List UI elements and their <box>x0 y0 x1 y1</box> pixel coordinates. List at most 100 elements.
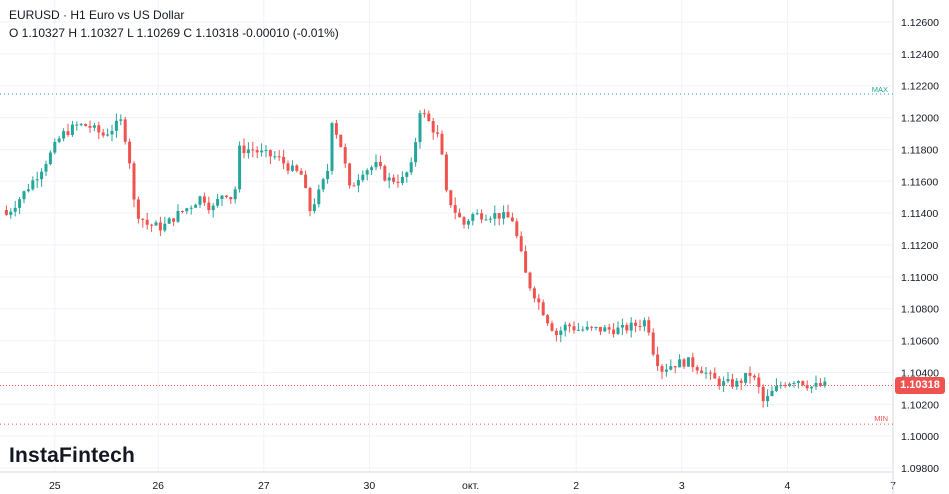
candle <box>26 183 30 193</box>
candle-body <box>286 163 290 171</box>
candle <box>678 354 682 368</box>
candle <box>343 143 347 168</box>
candle <box>211 202 215 218</box>
candle-body <box>528 272 532 289</box>
candle <box>216 193 220 208</box>
candle-body <box>70 124 74 136</box>
candle-body <box>484 219 488 221</box>
candle <box>35 171 39 188</box>
candle-body <box>282 156 286 164</box>
candle <box>277 150 281 161</box>
candle <box>730 373 734 390</box>
candle-body <box>440 133 444 155</box>
candle-body <box>141 218 145 220</box>
candle-body <box>629 322 633 331</box>
candle-body <box>62 131 66 139</box>
candle <box>312 198 316 214</box>
y-tick-label: 1.11800 <box>901 144 938 156</box>
candle <box>449 189 453 208</box>
candle <box>673 366 677 374</box>
candle <box>563 321 567 337</box>
chart-legend: EURUSD · H1 Euro vs US Dollar O 1.10327 … <box>9 6 339 42</box>
candle-body <box>211 205 215 211</box>
candle-body <box>673 366 677 368</box>
candle-body <box>691 357 695 368</box>
candle-body <box>739 380 743 383</box>
candle <box>568 322 572 333</box>
candle <box>554 328 558 342</box>
candle <box>299 168 303 175</box>
candle <box>510 212 514 222</box>
candle <box>101 128 105 138</box>
candle-body <box>101 132 105 136</box>
candle <box>361 170 365 183</box>
candle-body <box>774 386 778 391</box>
candle-body <box>229 197 233 200</box>
candle-body <box>726 379 730 382</box>
candle-body <box>752 375 756 378</box>
candle <box>238 141 242 193</box>
candle <box>436 125 440 138</box>
candle-body <box>532 288 536 299</box>
candle <box>163 216 167 233</box>
candle <box>656 346 660 372</box>
candle-body <box>757 377 761 387</box>
candle <box>88 120 92 133</box>
candle <box>158 216 162 236</box>
candle-body <box>40 171 44 180</box>
candle-body <box>801 381 805 386</box>
candle <box>620 318 624 335</box>
x-tick-label: 30 <box>364 480 376 492</box>
candle <box>590 325 594 331</box>
candle-body <box>682 359 686 367</box>
candle-body <box>647 320 651 333</box>
candle <box>150 223 154 232</box>
candle-body <box>114 120 118 131</box>
candle-body <box>383 166 387 181</box>
candle-body <box>669 366 673 370</box>
candle-body <box>642 320 646 327</box>
candle-body <box>814 383 818 387</box>
candle <box>704 367 708 379</box>
candle <box>198 195 202 209</box>
candle <box>370 165 374 176</box>
candle <box>321 177 325 193</box>
candle <box>295 164 299 173</box>
candle <box>180 210 184 214</box>
candle-body <box>488 218 492 220</box>
candle-body <box>796 381 800 383</box>
candle-body <box>365 170 369 175</box>
candle-body <box>26 189 30 192</box>
x-tick-label: окт. <box>462 480 479 492</box>
candle <box>106 128 110 137</box>
candle-body <box>422 113 426 115</box>
candle-body <box>106 134 110 136</box>
candle <box>453 197 457 220</box>
candle-body <box>414 142 418 163</box>
candle <box>664 363 668 377</box>
candle <box>528 271 532 291</box>
candle-body <box>352 185 356 187</box>
x-tick-label: 25 <box>49 480 61 492</box>
candle <box>374 154 378 171</box>
candle <box>66 123 70 137</box>
candle <box>713 367 717 379</box>
candle <box>348 162 352 189</box>
candle-body <box>766 396 770 402</box>
candle <box>176 204 180 223</box>
candle <box>774 378 778 392</box>
candle <box>273 151 277 160</box>
candle <box>132 161 136 208</box>
candle <box>783 382 787 388</box>
candle-body <box>295 165 299 171</box>
candle-body <box>431 121 435 133</box>
candle <box>669 359 673 371</box>
candle <box>541 299 545 316</box>
candle-body <box>35 179 39 181</box>
candle <box>79 123 83 127</box>
candle <box>53 138 57 155</box>
candle-body <box>343 147 347 164</box>
candle <box>532 286 536 303</box>
y-tick-label: 1.10000 <box>901 431 939 443</box>
